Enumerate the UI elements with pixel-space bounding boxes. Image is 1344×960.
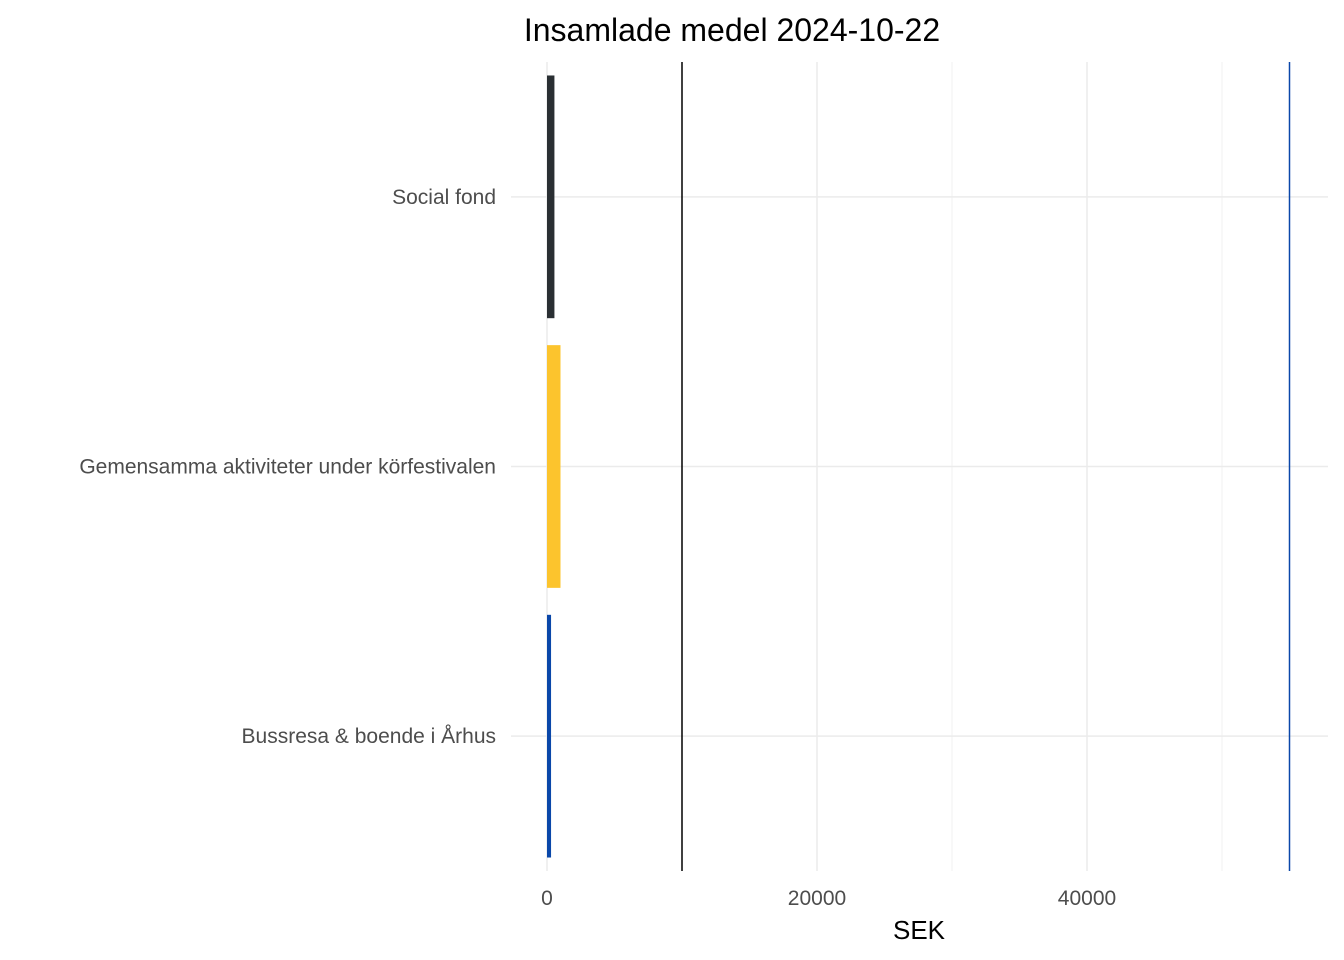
x-tick-label: 0 bbox=[541, 887, 553, 910]
bars bbox=[547, 75, 561, 858]
chart-title: Insamlade medel 2024-10-22 bbox=[524, 12, 940, 48]
category-label: Gemensamma aktiviteter under körfestival… bbox=[79, 456, 496, 479]
bar bbox=[547, 345, 561, 588]
x-axis-label: SEK bbox=[893, 915, 946, 945]
category-label: Social fond bbox=[392, 186, 496, 209]
x-tick-label: 40000 bbox=[1058, 887, 1116, 910]
grid-major-lines bbox=[511, 62, 1328, 871]
bar bbox=[547, 75, 555, 319]
reference-lines bbox=[681, 62, 1291, 871]
category-labels: Bussresa & boende i Århus Gemensamma akti… bbox=[79, 186, 496, 748]
category-label: Bussresa & boende i Århus bbox=[242, 725, 496, 748]
bar bbox=[547, 614, 552, 858]
x-tick-label: 20000 bbox=[788, 887, 846, 910]
x-tick-labels: 0 20000 40000 bbox=[541, 887, 1116, 910]
